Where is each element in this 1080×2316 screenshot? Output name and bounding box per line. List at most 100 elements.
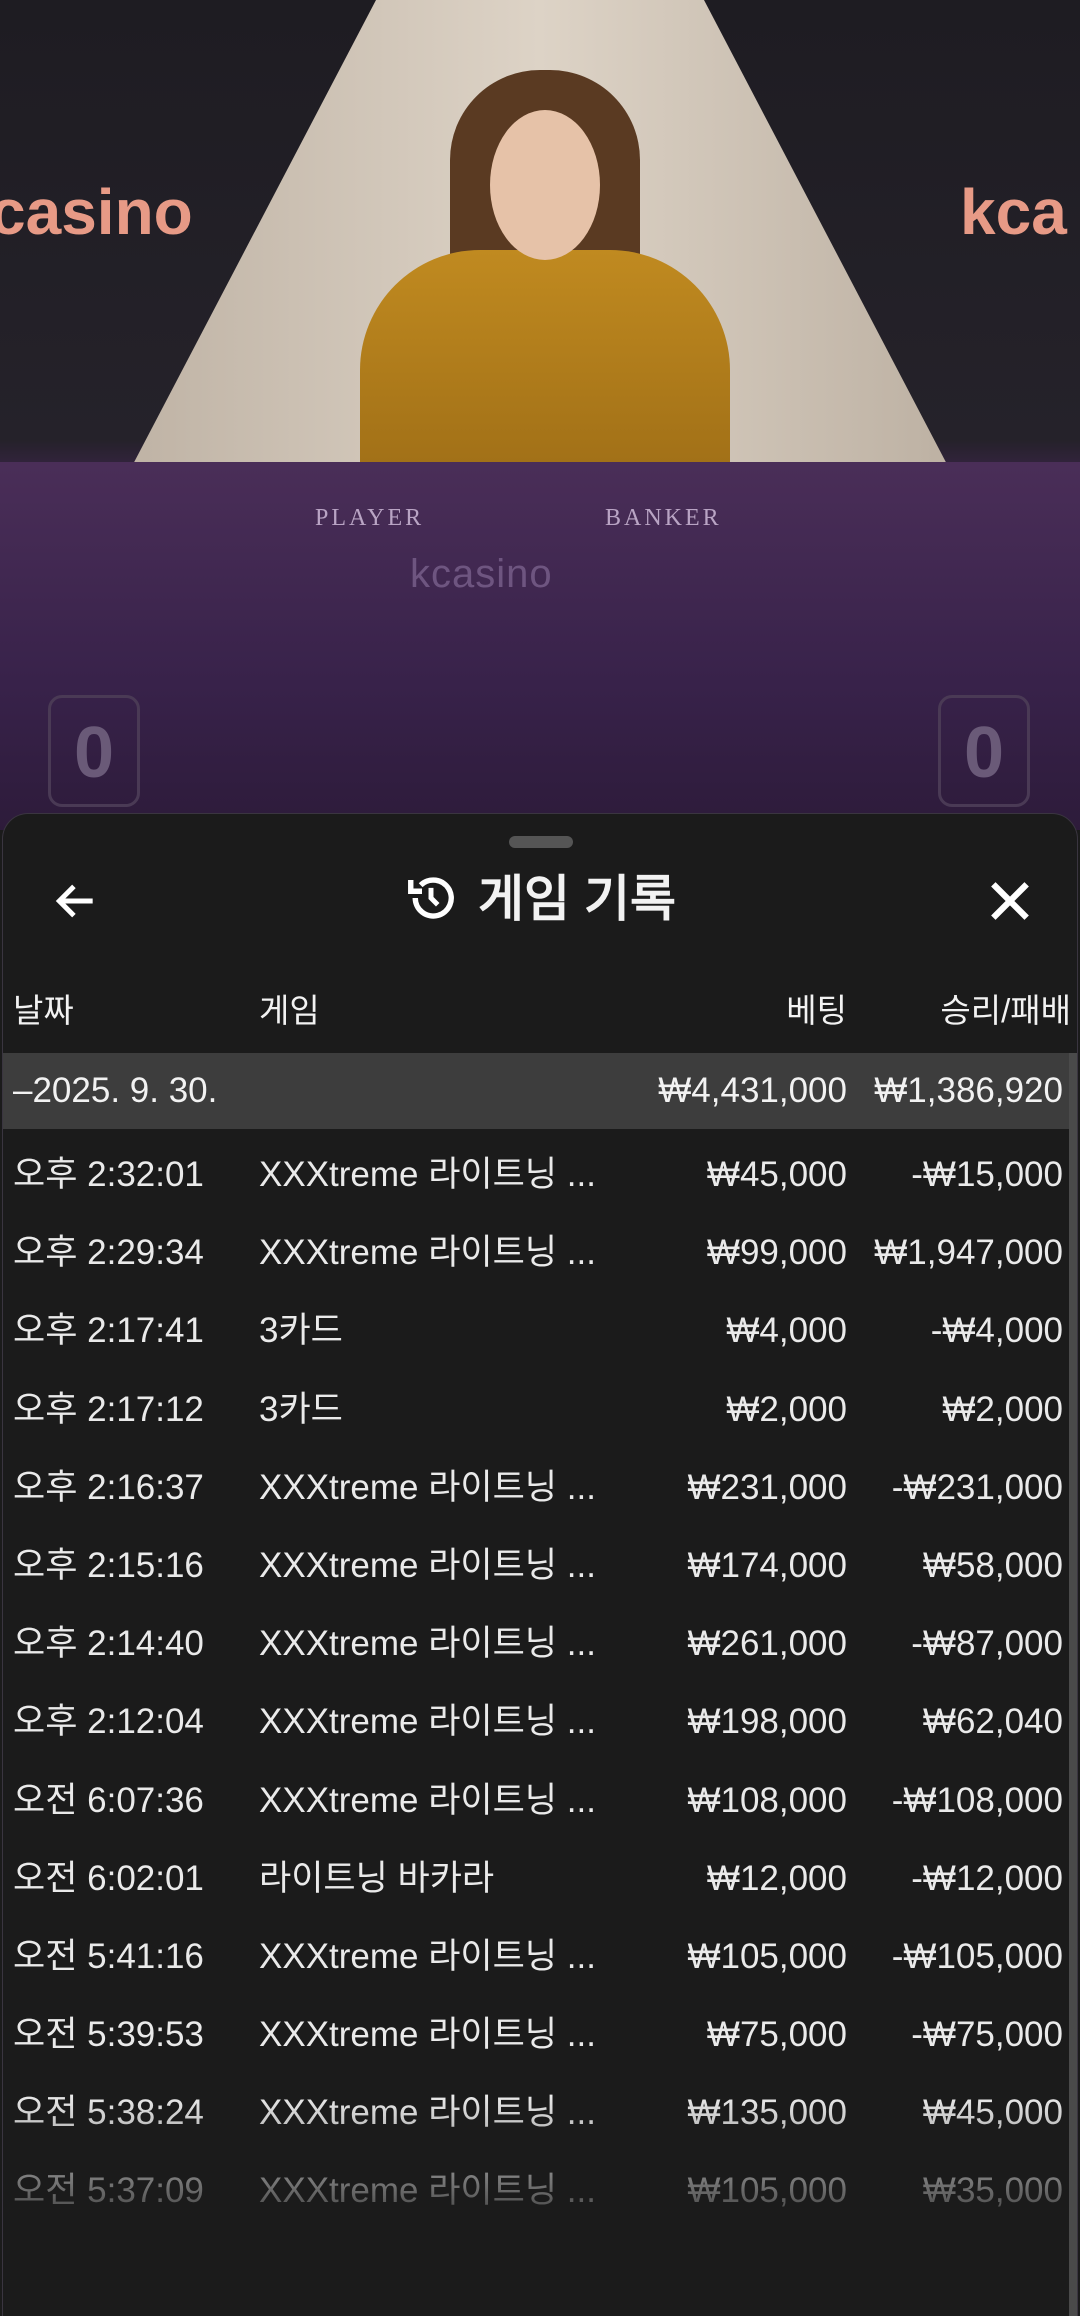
row-game: XXXtreme 라이트닝 ... (259, 2015, 596, 2055)
history-icon (408, 877, 454, 919)
casino-logo-left: casino (0, 176, 193, 248)
table-row[interactable]: 오전 6:07:36 XXXtreme 라이트닝 ... ₩108,000 -₩108… (3, 1762, 1069, 1840)
row-bet: ₩12,000 (706, 1858, 847, 1898)
row-bet: ₩4,000 (726, 1311, 847, 1351)
table-row[interactable]: 오후 2:16:37 XXXtreme 라이트닝 ... ₩231,000 -₩231… (3, 1449, 1069, 1527)
row-bet: ₩2,000 (726, 1389, 847, 1429)
row-bet: ₩108,000 (687, 1780, 847, 1820)
row-result: ₩62,040 (922, 1702, 1063, 1742)
row-time: 오전 5:38:24 (13, 2093, 204, 2133)
row-bet: ₩105,000 (687, 2249, 847, 2289)
day-bet-total: ₩4,431,000 (658, 1071, 847, 1110)
col-date[interactable]: 날짜 (13, 992, 74, 1029)
row-time: 오후 2:17:41 (13, 1311, 204, 1351)
row-result: ₩35,000 (922, 2171, 1063, 2211)
row-time: 오후 2:17:12 (13, 1389, 204, 1429)
scrollbar[interactable] (1069, 1053, 1077, 2316)
table-row[interactable]: 오후 2:17:41 3카드 ₩4,000 -₩4,000 (3, 1292, 1069, 1370)
row-bet: ₩99,000 (706, 1233, 847, 1273)
row-bet: ₩231,000 (687, 1467, 847, 1507)
row-bet: ₩174,000 (687, 1545, 847, 1585)
day-date: –2025. 9. 30. (13, 1071, 218, 1110)
row-game: XXXtreme 라이트닝 ... (259, 1624, 596, 1664)
row-result: -₩4,000 (930, 1311, 1063, 1351)
arrow-left-icon[interactable] (51, 876, 101, 926)
row-time: 오전 6:07:36 (13, 1780, 204, 1820)
table-row[interactable]: 오후 2:17:12 3카드 ₩2,000 ₩2,000 (3, 1371, 1069, 1449)
row-time: 오후 2:14:40 (13, 1624, 204, 1664)
table-row[interactable]: 오전 5:39:53 XXXtreme 라이트닝 ... ₩75,000 -₩75,0… (3, 1996, 1069, 2074)
baccarat-table (0, 462, 1080, 830)
row-result: -₩108,000 (891, 1780, 1063, 1820)
row-result: ₩35,000 (922, 2249, 1063, 2289)
row-time: 오전 5:41:16 (13, 1936, 204, 1976)
row-time: 오후 2:16:37 (13, 1467, 204, 1507)
row-time: 오전 6:02:01 (13, 1858, 204, 1898)
casino-logo-right: kca (960, 176, 1067, 248)
row-game: XXXtreme 라이트닝 ... (259, 1233, 596, 1273)
banker-score: 0 (938, 695, 1030, 807)
table-row[interactable]: 오전 5:41:16 XXXtreme 라이트닝 ... ₩105,000 -₩105… (3, 1918, 1069, 1996)
page-title: 게임 기록 (3, 854, 1077, 944)
col-bet[interactable]: 베팅 (786, 992, 847, 1029)
close-icon[interactable] (985, 876, 1035, 926)
history-list[interactable]: 오후 2:32:01 XXXtreme 라이트닝 ... ₩45,000 -₩15,0… (3, 1136, 1069, 2316)
row-game: XXXtreme 라이트닝 ... (259, 2171, 596, 2211)
row-game: XXXtreme 라이트닝 ... (259, 1155, 596, 1194)
row-game: 3카드 (259, 1389, 343, 1429)
row-result: -₩105,000 (891, 1936, 1063, 1976)
column-headers: 날짜 게임 베팅 승리/패배 (3, 984, 1077, 1034)
row-result: ₩58,000 (922, 1545, 1063, 1585)
row-game: XXXtreme 라이트닝 ... (259, 2249, 596, 2289)
table-row[interactable]: 오전 5:37:09 XXXtreme 라이트닝 ... ₩105,000 ₩35,0… (3, 2152, 1069, 2230)
row-result: -₩231,000 (891, 1467, 1063, 1507)
row-time: 오후 2:15:16 (13, 1545, 204, 1585)
row-bet: ₩75,000 (706, 2015, 847, 2055)
col-result[interactable]: 승리/패배 (940, 992, 1071, 1029)
day-result-total: ₩1,386,920 (874, 1071, 1063, 1110)
row-result: -₩75,000 (911, 2015, 1063, 2055)
row-result: ₩1,947,000 (874, 1233, 1063, 1273)
row-game: XXXtreme 라이트닝 ... (259, 1936, 596, 1976)
row-time: 오전 5:39:53 (13, 2015, 204, 2055)
row-result: ₩2,000 (942, 1389, 1063, 1429)
table-row[interactable]: 오후 2:29:34 XXXtreme 라이트닝 ... ₩99,000 ₩1,947… (3, 1214, 1069, 1292)
row-time: 오후 2:29:34 (13, 1233, 204, 1273)
row-bet: ₩45,000 (706, 1155, 847, 1194)
row-time: 오전 5:36:39 (13, 2249, 204, 2289)
row-bet: ₩105,000 (687, 2171, 847, 2211)
table-row[interactable]: 오후 2:32:01 XXXtreme 라이트닝 ... ₩45,000 -₩15,0… (3, 1136, 1069, 1214)
table-row[interactable]: 오후 2:14:40 XXXtreme 라이트닝 ... ₩261,000 -₩87,… (3, 1605, 1069, 1683)
row-bet: ₩135,000 (687, 2093, 847, 2133)
row-game: XXXtreme 라이트닝 ... (259, 1467, 596, 1507)
row-time: 오후 2:12:04 (13, 1702, 204, 1742)
col-game[interactable]: 게임 (259, 992, 320, 1029)
player-score: 0 (48, 695, 140, 807)
table-row[interactable]: 오전 5:36:39 XXXtreme 라이트닝 ... ₩105,000 ₩35,0… (3, 2231, 1069, 2309)
player-label: PLAYER (315, 505, 425, 531)
table-row[interactable]: 오전 5:38:24 XXXtreme 라이트닝 ... ₩135,000 ₩45,0… (3, 2074, 1069, 2152)
row-result: ₩45,000 (922, 2093, 1063, 2133)
row-game: XXXtreme 라이트닝 ... (259, 2093, 596, 2133)
drag-handle[interactable] (509, 836, 573, 848)
day-summary-row[interactable]: –2025. 9. 30. ₩4,431,000 ₩1,386,920 (3, 1053, 1069, 1129)
table-row[interactable]: 오후 2:12:04 XXXtreme 라이트닝 ... ₩198,000 ₩62,0… (3, 1683, 1069, 1761)
row-game: 라이트닝 바카라 (259, 1858, 495, 1898)
dealer (360, 70, 730, 520)
title-text: 게임 기록 (478, 871, 676, 927)
row-game: XXXtreme 라이트닝 ... (259, 1780, 596, 1820)
row-time: 오전 5:37:09 (13, 2171, 204, 2211)
row-bet: ₩105,000 (687, 1936, 847, 1976)
row-result: -₩12,000 (911, 1858, 1063, 1898)
row-time: 오후 2:32:01 (13, 1155, 204, 1194)
table-row[interactable]: 오후 2:15:16 XXXtreme 라이트닝 ... ₩174,000 ₩58,0… (3, 1527, 1069, 1605)
row-result: -₩87,000 (911, 1624, 1063, 1664)
table-logo: kcasino (410, 552, 553, 596)
row-game: XXXtreme 라이트닝 ... (259, 1702, 596, 1742)
row-result: -₩15,000 (911, 1155, 1063, 1194)
row-game: XXXtreme 라이트닝 ... (259, 1545, 596, 1585)
table-row[interactable]: 오전 6:02:01 라이트닝 바카라 ₩12,000 -₩12,000 (3, 1840, 1069, 1918)
row-bet: ₩198,000 (687, 1702, 847, 1742)
sheet-header: 게임 기록 (3, 854, 1077, 944)
row-game: 3카드 (259, 1311, 343, 1351)
